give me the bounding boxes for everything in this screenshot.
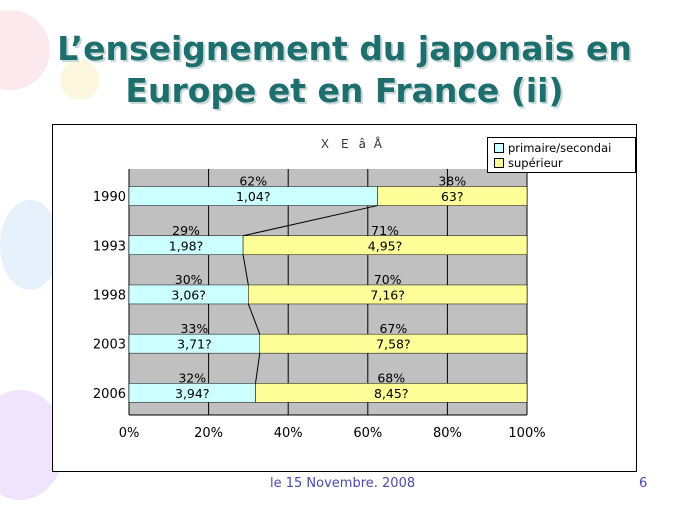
chart-title: Ｘ Ｅ â Å	[319, 137, 385, 151]
data-label-primaire: 3,94?	[175, 386, 209, 401]
data-label-superieur: 8,45?	[374, 386, 408, 401]
percent-label-superieur: 68%	[377, 370, 405, 385]
percent-label-superieur: 71%	[371, 223, 399, 238]
legend-item-superieur: supérieur	[494, 156, 563, 170]
data-label-superieur: 7,58?	[376, 337, 410, 352]
x-tick-label: 100%	[508, 426, 545, 441]
percent-label-primaire: 32%	[178, 370, 206, 385]
percent-label-primaire: 62%	[239, 174, 267, 189]
slide-title-line2: Europe et en France (ii)	[125, 71, 564, 110]
legend-item-primaire: primaire/secondai	[494, 141, 611, 155]
series-line	[242, 205, 378, 237]
slide-title-line1: L’enseignement du japonais en	[57, 29, 632, 68]
data-label-superieur: 63?	[441, 189, 464, 204]
x-tick-label: 20%	[194, 426, 223, 441]
bar-superieur	[377, 186, 528, 206]
y-category-label: 1990	[93, 190, 126, 205]
legend-label-superieur: supérieur	[508, 156, 563, 170]
data-label-superieur: 7,16?	[370, 287, 404, 302]
chart-frame: 0% 20% 40% 60% 80% 100% 1990 1,04? 63? 62% 38% 1993…	[52, 124, 637, 472]
y-category-label: 2003	[93, 338, 126, 353]
legend-label-primaire: primaire/secondai	[508, 141, 612, 155]
percent-label-superieur: 38%	[438, 174, 466, 189]
chart-legend: primaire/secondai supérieur	[487, 137, 636, 173]
legend-swatch-primaire	[494, 143, 504, 153]
x-tick-label: 60%	[353, 426, 382, 441]
percent-label-primaire: 33%	[180, 321, 208, 336]
page-number: 6	[639, 476, 648, 491]
decorative-flower	[60, 60, 100, 100]
data-label-primaire: 3,71?	[177, 337, 211, 352]
percent-label-superieur: 67%	[379, 321, 407, 336]
data-label-primaire: 1,04?	[236, 189, 270, 204]
x-tick-label: 80%	[433, 426, 462, 441]
bar-superieur	[255, 383, 528, 403]
percent-label-superieur: 70%	[374, 272, 402, 287]
x-tick-label: 0%	[119, 426, 140, 441]
series-line	[242, 254, 249, 286]
y-category-label: 2006	[93, 387, 126, 402]
series-line	[254, 353, 261, 384]
data-label-superieur: 4,95?	[368, 238, 402, 253]
series-line	[247, 303, 261, 335]
footer-date: le 15 Novembre. 2008	[270, 476, 416, 491]
percent-label-primaire: 29%	[172, 223, 200, 238]
y-category-label: 1993	[93, 239, 126, 254]
stacked-bar-chart: 0% 20% 40% 60% 80% 100% 1990 1,04? 63? 62% 38% 1993…	[93, 169, 546, 441]
bar-superieur	[259, 333, 528, 354]
legend-swatch-superieur	[494, 158, 504, 168]
slide-title: L’enseignement du japonais en Europe et …	[0, 28, 689, 112]
data-label-primaire: 1,98?	[169, 238, 203, 253]
bar-superieur	[242, 235, 528, 256]
decorative-flower	[0, 200, 60, 290]
bar-superieur	[248, 284, 528, 305]
percent-label-primaire: 30%	[175, 272, 203, 287]
x-tick-label: 40%	[274, 426, 303, 441]
y-category-label: 1998	[93, 288, 126, 303]
data-label-primaire: 3,06?	[171, 287, 205, 302]
